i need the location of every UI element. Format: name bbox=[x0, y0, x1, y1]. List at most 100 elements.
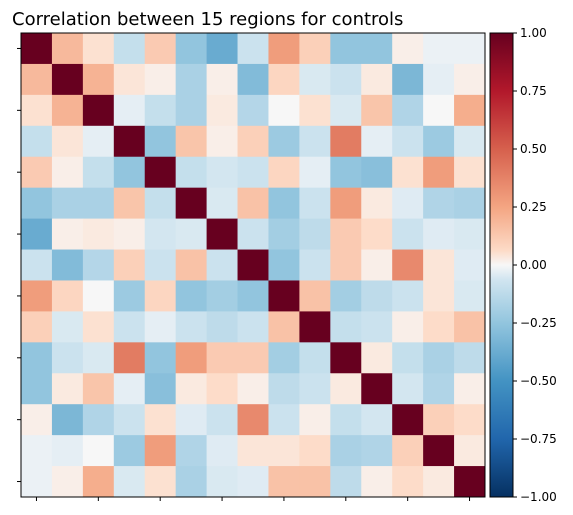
heatmap-cell bbox=[454, 280, 486, 312]
heatmap-cell bbox=[330, 342, 362, 374]
colorbar bbox=[489, 32, 514, 498]
heatmap-cell bbox=[113, 466, 146, 498]
heatmap-cell bbox=[206, 94, 239, 127]
heatmap-cell bbox=[113, 280, 146, 312]
heatmap-cell bbox=[299, 404, 331, 436]
heatmap-cell bbox=[175, 125, 208, 158]
heatmap-cell bbox=[175, 94, 208, 127]
heatmap-cell bbox=[392, 33, 424, 65]
heatmap-cell bbox=[113, 94, 146, 127]
heatmap-cell bbox=[206, 125, 239, 158]
heatmap-cell bbox=[82, 94, 115, 127]
heatmap-cell bbox=[21, 125, 53, 158]
heatmap-cell bbox=[361, 249, 393, 281]
heatmap-cell bbox=[423, 435, 455, 467]
heatmap-cell bbox=[423, 280, 455, 312]
heatmap-cell bbox=[268, 311, 300, 343]
heatmap-cell bbox=[330, 187, 362, 220]
heatmap-cell bbox=[423, 125, 455, 158]
heatmap-cell bbox=[175, 404, 208, 436]
heatmap-cell bbox=[206, 466, 239, 498]
heatmap-cell bbox=[299, 466, 331, 498]
heatmap-cell bbox=[330, 311, 362, 343]
heatmap-cell bbox=[299, 373, 331, 405]
colorbar-tick-label: −0.75 bbox=[520, 432, 557, 446]
heatmap-cell bbox=[268, 156, 300, 189]
heatmap-cell bbox=[51, 187, 84, 220]
heatmap-cell bbox=[361, 373, 393, 405]
heatmap-cell bbox=[454, 187, 486, 220]
heatmap-cell bbox=[423, 63, 455, 96]
heatmap-cell bbox=[392, 342, 424, 374]
heatmap-cell bbox=[299, 125, 331, 158]
heatmap-cell bbox=[206, 404, 239, 436]
heatmap-cell bbox=[21, 404, 53, 436]
heatmap-cell bbox=[454, 466, 486, 498]
heatmap-cell bbox=[144, 125, 177, 158]
heatmap-cell bbox=[237, 249, 269, 281]
heatmap-cell bbox=[113, 156, 146, 189]
heatmap-cell bbox=[268, 373, 300, 405]
heatmap-cell bbox=[206, 435, 239, 467]
heatmap-cell bbox=[206, 280, 239, 312]
heatmap-cell bbox=[113, 33, 146, 65]
heatmap-cell bbox=[423, 156, 455, 189]
heatmap-cell bbox=[330, 466, 362, 498]
heatmap-cell bbox=[423, 218, 455, 251]
heatmap-cell bbox=[423, 466, 455, 498]
heatmap-cell bbox=[454, 404, 486, 436]
heatmap-cell bbox=[113, 404, 146, 436]
heatmap-cell bbox=[237, 373, 269, 405]
heatmap-cell bbox=[237, 280, 269, 312]
colorbar-tick-label: 0.25 bbox=[520, 200, 547, 214]
heatmap-cell bbox=[237, 311, 269, 343]
heatmap-cell bbox=[361, 311, 393, 343]
heatmap-cell bbox=[423, 94, 455, 127]
heatmap-cell bbox=[454, 94, 486, 127]
heatmap-cell bbox=[237, 342, 269, 374]
heatmap-cell bbox=[330, 156, 362, 189]
heatmap-cell bbox=[51, 435, 84, 467]
heatmap-cell bbox=[237, 187, 269, 220]
heatmap-cell bbox=[330, 249, 362, 281]
heatmap-cell bbox=[82, 187, 115, 220]
heatmap-cell bbox=[175, 187, 208, 220]
heatmap-cell bbox=[299, 63, 331, 96]
heatmap-cell bbox=[423, 249, 455, 281]
heatmap-cell bbox=[51, 342, 84, 374]
heatmap-cell bbox=[51, 404, 84, 436]
heatmap-cell bbox=[392, 435, 424, 467]
heatmap-cell bbox=[454, 33, 486, 65]
heatmap-cell bbox=[361, 404, 393, 436]
heatmap-cell bbox=[268, 218, 300, 251]
heatmap-cell bbox=[21, 187, 53, 220]
heatmap-cells bbox=[21, 33, 486, 498]
heatmap-cell bbox=[175, 435, 208, 467]
heatmap-cell bbox=[299, 280, 331, 312]
heatmap-cell bbox=[113, 218, 146, 251]
heatmap-cell bbox=[21, 63, 53, 96]
heatmap-cell bbox=[82, 466, 115, 498]
heatmap-cell bbox=[21, 466, 53, 498]
heatmap-cell bbox=[237, 156, 269, 189]
colorbar-tick-label: 0.00 bbox=[520, 258, 547, 272]
heatmap-cell bbox=[299, 156, 331, 189]
heatmap-cell bbox=[206, 342, 239, 374]
heatmap-cell bbox=[82, 156, 115, 189]
heatmap-cell bbox=[206, 156, 239, 189]
heatmap-cell bbox=[82, 373, 115, 405]
heatmap-cell bbox=[21, 218, 53, 251]
heatmap-cell bbox=[82, 342, 115, 374]
heatmap-cell bbox=[361, 466, 393, 498]
heatmap-cell bbox=[82, 218, 115, 251]
heatmap-cell bbox=[361, 187, 393, 220]
heatmap-cell bbox=[454, 218, 486, 251]
heatmap-cell bbox=[82, 280, 115, 312]
heatmap-cell bbox=[268, 187, 300, 220]
heatmap-cell bbox=[21, 311, 53, 343]
heatmap-cell bbox=[113, 187, 146, 220]
heatmap-cell bbox=[82, 125, 115, 158]
heatmap-cell bbox=[392, 218, 424, 251]
heatmap-cell bbox=[144, 187, 177, 220]
